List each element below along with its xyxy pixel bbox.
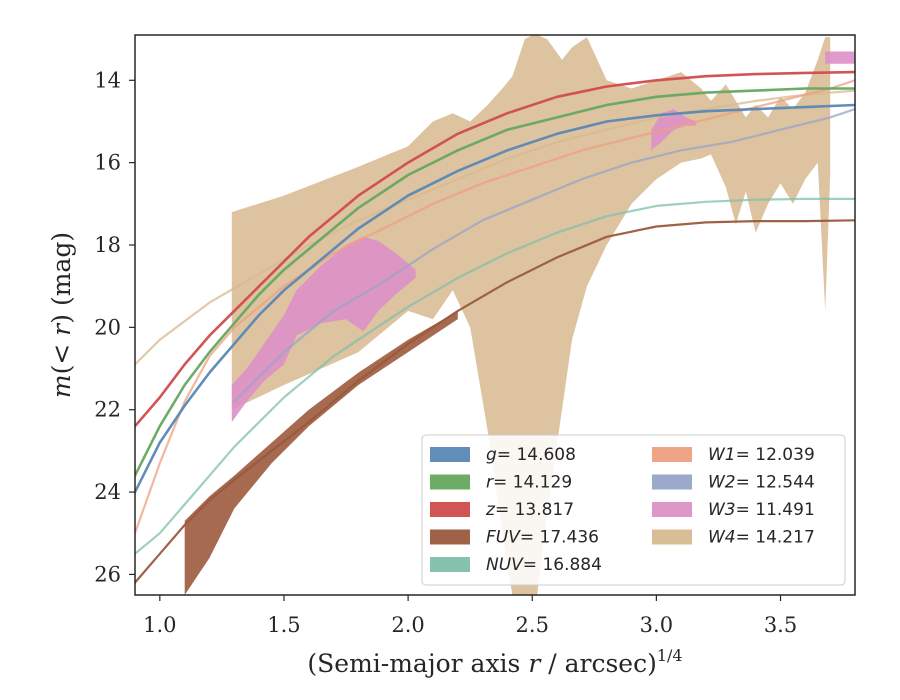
legend-value-w4: = 14.217 (736, 528, 815, 548)
x-tick-label: 2.0 (391, 613, 424, 637)
x-tick-label: 3.0 (640, 613, 673, 637)
legend-box (421, 434, 846, 586)
x-axis-title-post: / arcsec) (540, 649, 657, 678)
y-axis-title-close: ) (47, 314, 76, 324)
x-axis-title: (Semi-major axis r / arcsec)1/4 (307, 646, 682, 678)
legend-var-w3: W3 (708, 500, 736, 520)
line-w1 (135, 79, 855, 535)
x-tick-label: 1.5 (267, 613, 300, 637)
legend-var-z: z (485, 500, 496, 520)
band-w3-3 (825, 51, 855, 64)
legend-value-w2: = 12.544 (736, 473, 815, 493)
y-tick-label: 20 (94, 315, 121, 339)
x-axis-title-sup: 1/4 (657, 646, 683, 665)
legend-swatch-g (430, 447, 470, 462)
legend-value-r: = 14.129 (493, 473, 572, 493)
y-tick-label: 24 (94, 480, 121, 504)
legend-var-w4: W4 (708, 528, 736, 548)
x-tick-label: 3.5 (764, 613, 797, 637)
legend-var-w1: W1 (708, 445, 736, 465)
legend-value-w1: = 12.039 (736, 445, 815, 465)
legend-swatch-fuv (430, 529, 470, 545)
y-axis-title-unit: (mag) (47, 232, 76, 314)
legend-swatch-z (430, 502, 470, 517)
legend-swatch-w3 (652, 502, 692, 517)
legend-var-nuv: NUV (486, 555, 524, 575)
x-axis-ticks: 1.0 1.5 2.0 2.5 3.0 3.5 (143, 595, 797, 637)
y-axis-title: m(< r) (mag) (47, 232, 76, 398)
legend-label-fuv: FUV= 17.436 (486, 528, 599, 548)
line-w2 (233, 108, 855, 403)
legend-label-w2: W2= 12.544 (708, 473, 815, 493)
legend-swatch-w4 (652, 529, 692, 545)
legend-value-g: = 14.608 (497, 445, 576, 465)
legend-value-w3: = 11.491 (736, 500, 815, 520)
line-z (135, 70, 855, 428)
plot-area (135, 35, 855, 595)
legend-label-nuv: NUV= 16.884 (486, 555, 602, 575)
legend-var-r: r (486, 473, 494, 493)
line-nuv (135, 197, 855, 555)
axes-frame (134, 34, 856, 596)
legend-swatch-w2 (652, 474, 692, 490)
legend-label-g: g= 14.608 (486, 445, 576, 465)
legend-swatch-w1 (652, 447, 692, 462)
y-axis-title-r: r (47, 322, 76, 336)
legend-var-w2: W2 (708, 473, 736, 493)
series-group (135, 35, 855, 595)
legend-var-g: g (486, 445, 497, 465)
legend-value-z: = 13.817 (495, 500, 574, 520)
y-axis-title-lt: < (47, 336, 76, 365)
x-axis-title-pre: (Semi-major axis (307, 649, 528, 678)
y-tick-label: 22 (94, 398, 121, 422)
legend-label-r: r= 14.129 (486, 473, 572, 493)
legend-label-z: z= 13.817 (485, 500, 574, 520)
legend-swatch-nuv (430, 557, 470, 572)
legend-label-w3: W3= 11.491 (708, 500, 815, 520)
x-axis-title-var: r (528, 649, 542, 678)
line-w4 (135, 89, 855, 366)
legend-label-w1: W1= 12.039 (708, 445, 815, 465)
legend-label-w4: W4= 14.217 (708, 528, 815, 548)
y-axis-title-open: ( (47, 365, 76, 375)
x-tick-label: 2.5 (516, 613, 549, 637)
y-tick-label: 18 (94, 233, 121, 257)
y-tick-label: 14 (94, 68, 121, 92)
legend-swatch-r (430, 474, 470, 490)
y-axis-title-m: m (47, 374, 76, 398)
x-tick-label: 1.0 (143, 613, 176, 637)
y-tick-label: 26 (94, 562, 121, 586)
band-w4 (231, 35, 831, 595)
y-axis-ticks: 14 16 18 20 22 24 26 (94, 68, 135, 586)
line-r (135, 87, 855, 477)
line-fuv (135, 219, 855, 584)
band-w3 (231, 236, 416, 423)
y-tick-label: 16 (94, 151, 121, 175)
band-w3-2 (651, 109, 697, 151)
line-g (135, 103, 855, 494)
legend-value-fuv: = 17.436 (520, 528, 599, 548)
legend-value-nuv: = 16.884 (523, 555, 602, 575)
legend-var-fuv: FUV (486, 528, 521, 548)
